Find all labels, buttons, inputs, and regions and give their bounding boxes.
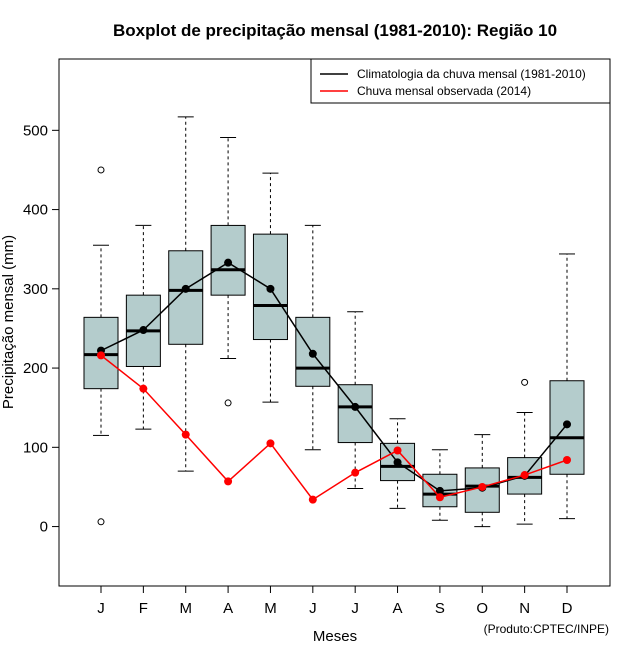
box-iqr xyxy=(295,316,331,387)
box-3 xyxy=(168,116,204,472)
product-credit: (Produto:CPTEC/INPE) xyxy=(484,622,609,636)
x-tick-label: J xyxy=(351,600,359,617)
x-tick-label: M xyxy=(179,600,192,617)
series-point xyxy=(435,486,444,495)
x-tick-label: O xyxy=(476,600,488,617)
box-7 xyxy=(337,311,373,490)
y-tick-label: 500 xyxy=(23,122,48,139)
series-point xyxy=(393,458,402,467)
series-point xyxy=(563,455,571,464)
y-axis-title: Precipitação mensal (mm) xyxy=(0,235,17,409)
series-point xyxy=(266,439,275,448)
box-10 xyxy=(464,434,500,528)
series-point xyxy=(139,326,148,335)
series-point xyxy=(351,468,360,477)
series-point xyxy=(351,402,360,411)
legend-box xyxy=(310,58,611,104)
box-6 xyxy=(295,224,331,451)
series-point xyxy=(224,477,233,486)
x-tick-label: M xyxy=(264,600,277,617)
outlier-point xyxy=(97,166,105,174)
series-line xyxy=(100,354,568,501)
box-iqr xyxy=(168,250,204,345)
chart-title: Boxplot de precipitação mensal (1981-201… xyxy=(113,21,557,40)
series-point xyxy=(393,446,402,455)
x-tick-label: F xyxy=(139,600,148,617)
series-point xyxy=(308,495,317,504)
box-2 xyxy=(125,224,161,430)
x-tick-label: A xyxy=(223,600,233,617)
legend-label-observed: Chuva mensal observada (2014) xyxy=(357,84,531,98)
series-point xyxy=(563,420,571,429)
box-12 xyxy=(549,253,585,520)
series-point xyxy=(224,258,233,267)
series-point xyxy=(435,493,444,502)
legend: Climatologia da chuva mensal (1981-2010)… xyxy=(310,58,611,104)
boxes xyxy=(83,116,585,528)
series-point xyxy=(478,482,487,491)
box-iqr xyxy=(337,384,373,444)
series-climatology xyxy=(97,258,571,495)
y-tick-label: 0 xyxy=(40,519,48,536)
series-point xyxy=(181,284,190,293)
series-point xyxy=(266,284,275,293)
y-axis: 0 100 200 300 400 500 xyxy=(23,122,60,536)
outlier-point xyxy=(521,378,529,386)
y-tick-label: 200 xyxy=(23,360,48,377)
box-1 xyxy=(83,166,119,526)
y-tick-label: 400 xyxy=(23,202,48,219)
box-4 xyxy=(210,136,246,407)
series-line xyxy=(100,261,568,492)
series-lines xyxy=(97,258,571,504)
x-tick-label: J xyxy=(309,600,317,617)
outlier-point xyxy=(224,399,232,407)
series-point xyxy=(308,349,317,358)
x-tick-label: D xyxy=(562,600,573,617)
x-tick-label: J xyxy=(97,600,105,617)
outlier-point xyxy=(97,518,105,526)
series-point xyxy=(139,384,148,393)
x-tick-label: S xyxy=(435,600,445,617)
x-tick-label: N xyxy=(519,600,530,617)
y-tick-label: 100 xyxy=(23,439,48,456)
x-axis-title: Meses xyxy=(313,628,357,645)
series-point xyxy=(181,430,190,439)
x-tick-label: A xyxy=(393,600,403,617)
y-tick-label: 300 xyxy=(23,281,48,298)
series-point xyxy=(520,471,529,480)
series-point xyxy=(97,351,105,360)
legend-label-climatology: Climatologia da chuva mensal (1981-2010) xyxy=(357,67,586,81)
series-observed-2014 xyxy=(97,351,571,504)
box-11 xyxy=(507,378,543,525)
